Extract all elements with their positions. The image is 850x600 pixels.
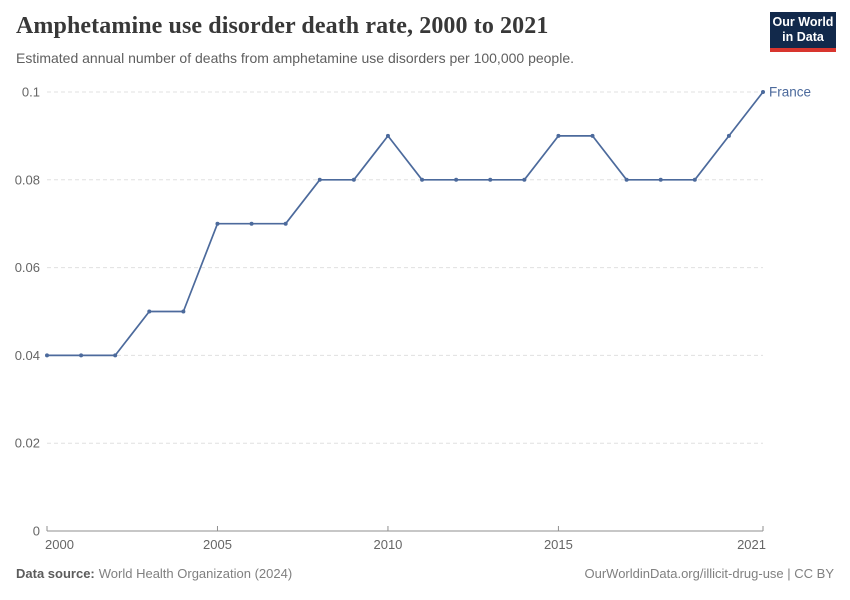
data-point-marker[interactable] — [181, 309, 186, 314]
data-point-marker[interactable] — [385, 133, 390, 138]
y-tick-label: 0.08 — [15, 172, 40, 187]
data-point-marker[interactable] — [79, 353, 84, 358]
data-source-note: Data source: World Health Organization (2… — [16, 566, 292, 581]
data-point-marker[interactable] — [624, 177, 629, 182]
data-point-marker[interactable] — [658, 177, 663, 182]
series-label-france[interactable]: France — [769, 85, 811, 100]
data-point-marker[interactable] — [454, 177, 459, 182]
data-point-marker[interactable] — [113, 353, 118, 358]
data-point-marker[interactable] — [488, 177, 493, 182]
x-tick-label: 2015 — [544, 537, 573, 552]
page-subtitle: Estimated annual number of deaths from a… — [16, 50, 575, 66]
owid-logo-line2: in Data — [782, 30, 824, 44]
x-tick-label: 2005 — [203, 537, 232, 552]
data-point-marker[interactable] — [556, 133, 561, 138]
x-tick-label: 2010 — [373, 537, 402, 552]
owid-logo[interactable]: Our World in Data — [770, 12, 836, 52]
data-point-marker[interactable] — [45, 353, 49, 358]
page-title: Amphetamine use disorder death rate, 200… — [16, 13, 549, 39]
y-tick-label: 0 — [33, 524, 40, 539]
data-point-marker[interactable] — [761, 90, 765, 94]
attribution-link[interactable]: OurWorldinData.org/illicit-drug-use | CC… — [584, 566, 835, 581]
data-point-marker[interactable] — [147, 309, 152, 314]
data-point-marker[interactable] — [726, 133, 731, 138]
series-line-france[interactable] — [46, 91, 764, 357]
data-source-text: World Health Organization (2024) — [98, 566, 293, 581]
data-point-marker[interactable] — [351, 177, 356, 182]
data-point-marker[interactable] — [420, 177, 425, 182]
data-point-marker[interactable] — [215, 221, 220, 226]
data-point-marker[interactable] — [590, 133, 595, 138]
data-point-marker[interactable] — [249, 221, 254, 226]
x-tick-label: 2021 — [737, 537, 766, 552]
data-point-marker[interactable] — [522, 177, 527, 182]
data-point-marker[interactable] — [692, 177, 697, 182]
x-tick-label: 2000 — [45, 537, 74, 552]
data-point-marker[interactable] — [317, 177, 322, 182]
y-tick-label: 0.06 — [15, 260, 40, 275]
y-tick-label: 0.04 — [15, 348, 40, 363]
data-point-marker[interactable] — [283, 221, 288, 226]
y-tick-label: 0.1 — [22, 85, 40, 100]
y-tick-label: 0.02 — [15, 436, 40, 451]
owid-logo-line1: Our World — [772, 14, 834, 29]
data-source-label: Data source: — [16, 566, 95, 581]
